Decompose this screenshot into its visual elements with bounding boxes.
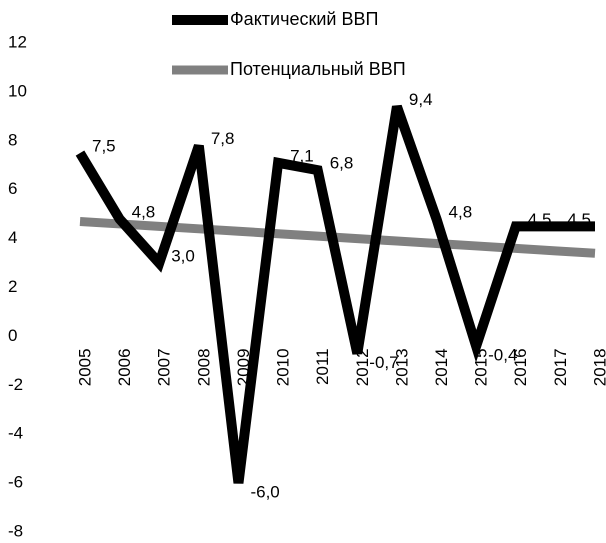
data-label: -0,7 xyxy=(369,353,398,372)
data-label: 7,8 xyxy=(211,129,235,148)
data-label: 9,4 xyxy=(409,90,433,109)
y-tick-label: -2 xyxy=(8,375,23,394)
data-label: 4,5 xyxy=(528,210,552,229)
x-tick-label: 2014 xyxy=(432,348,451,386)
data-label: -6,0 xyxy=(250,483,279,502)
x-tick-label: 2010 xyxy=(274,348,293,386)
data-label: 7,5 xyxy=(92,137,116,156)
data-label: 4,8 xyxy=(132,203,156,222)
y-tick-label: 2 xyxy=(8,277,17,296)
y-tick-label: 0 xyxy=(8,326,17,345)
x-tick-label: 2005 xyxy=(75,348,94,386)
legend-label: Фактический ВВП xyxy=(230,9,378,29)
data-label: 6,8 xyxy=(330,154,354,173)
x-tick-label: 2007 xyxy=(155,348,174,386)
data-label: 7,1 xyxy=(290,146,314,165)
y-tick-label: -8 xyxy=(8,521,23,540)
y-tick-label: 6 xyxy=(8,179,17,198)
x-tick-label: 2017 xyxy=(551,348,570,386)
x-tick-label: 2006 xyxy=(115,348,134,386)
data-label: 3,0 xyxy=(171,247,195,266)
x-tick-label: 2016 xyxy=(511,348,530,386)
data-label: 4,8 xyxy=(449,203,473,222)
y-tick-label: -4 xyxy=(8,424,23,443)
y-tick-label: 8 xyxy=(8,130,17,149)
y-tick-label: 4 xyxy=(8,228,17,247)
legend-label: Потенциальный ВВП xyxy=(230,59,406,79)
y-tick-label: -6 xyxy=(8,473,23,492)
y-tick-label: 10 xyxy=(8,81,27,100)
x-tick-label: 2018 xyxy=(590,348,606,386)
x-tick-label: 2011 xyxy=(313,348,332,385)
x-tick-label: 2013 xyxy=(392,348,411,386)
data-label: 4,5 xyxy=(567,210,591,229)
data-label: -0,4 xyxy=(488,346,517,365)
x-tick-label: 2012 xyxy=(353,348,372,386)
series-line xyxy=(75,104,595,484)
y-tick-label: 12 xyxy=(8,32,27,51)
x-tick-label: 2008 xyxy=(194,348,213,386)
